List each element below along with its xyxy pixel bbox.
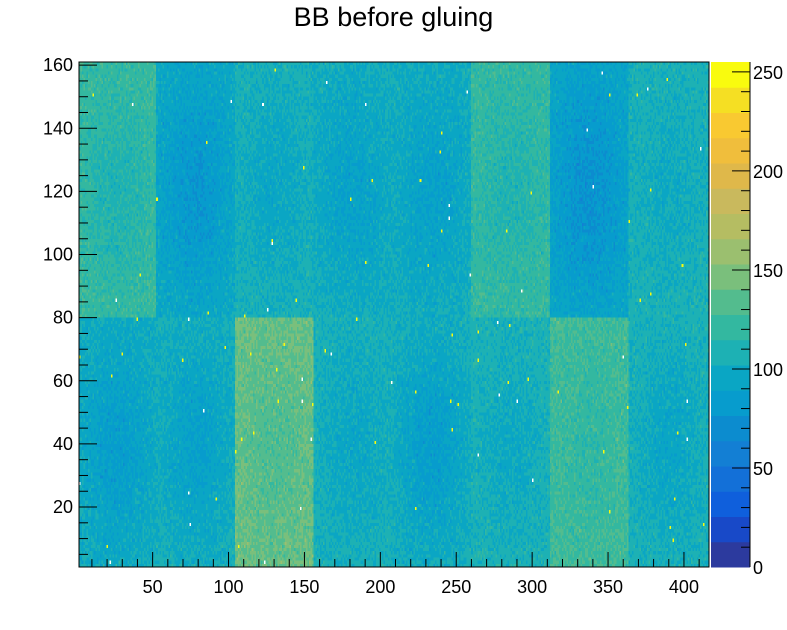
colorbar-tick-label: 150: [753, 261, 783, 281]
heatmap-block-13: [471, 318, 550, 567]
x-tick-label: 100: [214, 577, 244, 597]
colorbar-swatch: [711, 213, 750, 240]
x-tick-label: 400: [669, 577, 699, 597]
heatmap-block-7: [629, 62, 709, 318]
plot-frame: [78, 61, 710, 568]
y-tick-label: 100: [43, 245, 73, 265]
colorbar-swatch: [711, 87, 750, 113]
colorbar-swatch: [711, 264, 750, 290]
heatmap-block-14: [550, 318, 629, 567]
x-tick-label: 50: [143, 577, 163, 597]
heatmap-block-12: [392, 318, 471, 567]
colorbar-tick-label: 250: [753, 63, 783, 83]
y-tick-label: 160: [43, 55, 73, 75]
heatmap-block-1: [156, 62, 235, 318]
colorbar-swatch: [711, 491, 750, 517]
heatmap-block-6: [550, 62, 629, 318]
colorbar-swatch: [711, 188, 750, 214]
colorbar-swatch: [711, 289, 750, 315]
heatmap-block-4: [392, 62, 471, 318]
y-tick-label: 60: [53, 371, 73, 391]
heatmap-block-15: [629, 318, 709, 567]
heatmap-block-8: [79, 318, 156, 567]
colorbar-tick-label: 100: [753, 360, 783, 380]
colorbar-swatch: [711, 516, 750, 543]
colorbar-swatch: [711, 238, 750, 265]
colorbar-swatch: [711, 339, 750, 366]
y-tick-label: 140: [43, 118, 73, 138]
colorbar-swatch: [711, 541, 750, 568]
heatmap-cells: [79, 62, 709, 567]
y-tick-label: 120: [43, 181, 73, 201]
heatmap-block-9: [156, 318, 235, 567]
colorbar-swatch: [711, 62, 750, 88]
colorbar-swatch: [711, 112, 750, 139]
heatmap-block-10: [235, 318, 314, 567]
colorbar-swatch: [711, 163, 750, 189]
heatmap-block-0: [79, 62, 156, 318]
colorbar-tick-label: 50: [753, 459, 773, 479]
heatmap-block-11: [314, 318, 393, 567]
colorbar-swatch: [711, 440, 750, 467]
y-tick-label: 80: [53, 308, 73, 328]
heatmap-block-5: [471, 62, 550, 318]
colorbar-swatch: [711, 314, 750, 341]
x-tick-label: 350: [593, 577, 623, 597]
y-tick-label: 20: [53, 497, 73, 517]
chart-title: BB before gluing: [293, 2, 494, 32]
colorbar-swatch: [711, 390, 750, 416]
x-tick-label: 150: [289, 577, 319, 597]
colorbar-tick-label: 0: [753, 558, 763, 578]
y-tick-label: 40: [53, 434, 73, 454]
colorbar-tick-label: 200: [753, 162, 783, 182]
heatmap-block-2: [235, 62, 314, 318]
x-tick-label: 300: [517, 577, 547, 597]
x-tick-label: 250: [441, 577, 471, 597]
x-tick-label: 200: [365, 577, 395, 597]
heatmap-block-3: [314, 62, 393, 318]
